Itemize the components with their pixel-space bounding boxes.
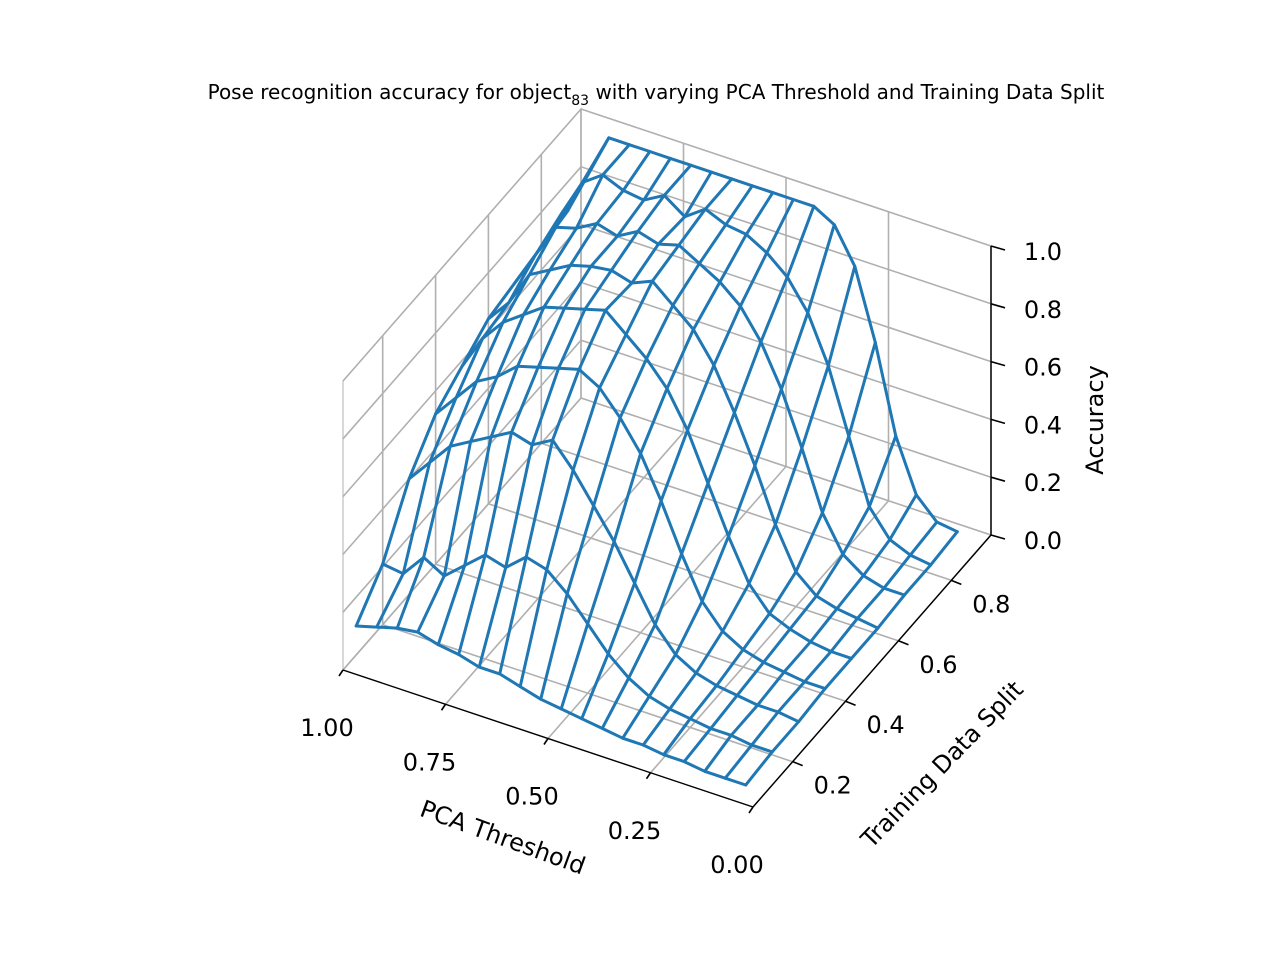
wire-line-threshold (600, 204, 816, 730)
x-tick-label: 0.00 (710, 851, 763, 879)
x-tick-label: 0.25 (608, 817, 661, 845)
grid-line-z (342, 108, 992, 382)
wire-line-split (566, 136, 959, 534)
z-tick-label: 0.4 (1024, 411, 1062, 439)
y-tick-label: 0.2 (814, 772, 852, 800)
x-tick-label: 1.00 (300, 714, 353, 742)
grid-line-y (487, 214, 899, 642)
wire-line-split (354, 624, 748, 787)
y-axis-label: Training Data Split (855, 675, 1029, 854)
chart-title-prefix: Pose recognition accuracy for object (208, 80, 572, 104)
left-wall-pane (342, 107, 582, 672)
z-tick-label: 0.2 (1024, 469, 1062, 497)
wire-line-split (539, 173, 933, 567)
axes: 1.00 0.75 0.50 0.25 0.00 0.2 0.4 0.6 0.8 0.0 0.2 0.… (300, 238, 1062, 879)
x-tick-label: 0.75 (403, 748, 456, 776)
wire-line-split (513, 222, 906, 597)
z-tick-label: 0.6 (1024, 354, 1062, 382)
wire-line-split (407, 430, 801, 724)
grid-line-z (342, 223, 992, 498)
wire-line-split (381, 553, 774, 754)
chart-title-suffix: with varying PCA Threshold and Training … (589, 80, 1104, 104)
grid-line-z (342, 165, 992, 440)
z-tick-label: 1.0 (1024, 238, 1062, 266)
y-tick-mark (845, 700, 856, 706)
y-tick-mark (951, 579, 962, 586)
wire-line-split (460, 305, 853, 660)
z-tick-mark (990, 360, 1006, 367)
z-axis-label: Accuracy (1081, 365, 1109, 475)
x-tick-mark (440, 703, 447, 711)
y-tick-label: 0.6 (919, 651, 957, 679)
z-tick-mark (990, 534, 1006, 540)
wire-line-threshold (375, 172, 590, 629)
z-tick-label: 0.8 (1024, 296, 1062, 324)
z-tick-mark (990, 303, 1006, 309)
y-tick-mark (792, 760, 803, 767)
x-axis-label: PCA Threshold (416, 795, 589, 881)
x-tick-label: 0.50 (505, 783, 558, 811)
grid-line-z (342, 339, 992, 613)
x-tick-mark (748, 806, 754, 814)
z-tick-mark (990, 245, 1006, 251)
chart-title: Pose recognition accuracy for object83 w… (208, 80, 1105, 109)
y-tick-label: 0.8 (972, 590, 1010, 618)
x-tick-mark (338, 669, 344, 677)
x-tick-mark (645, 772, 652, 780)
z-tick-mark (990, 418, 1006, 425)
grid-line-x (342, 109, 582, 671)
y-tick-label: 0.4 (866, 711, 904, 739)
z-tick-label: 0.0 (1024, 527, 1062, 555)
wire-line-split (434, 364, 827, 691)
z-tick-mark (990, 476, 1006, 482)
wire-line-threshold (518, 177, 734, 689)
wire-line-split (486, 263, 880, 630)
grid-lines (342, 108, 992, 808)
wireframe-surface (354, 136, 959, 787)
wire-line-threshold (662, 341, 877, 757)
y-tick-mark (898, 640, 909, 646)
chart-title-subscript: 83 (571, 93, 589, 109)
x-tick-mark (543, 738, 549, 745)
grid-line-z (342, 397, 992, 671)
